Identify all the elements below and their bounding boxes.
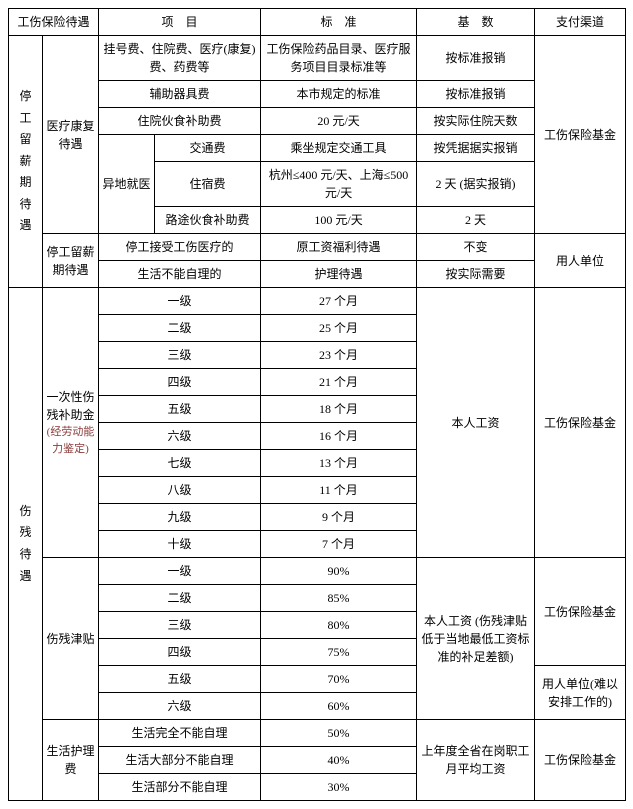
lvl: 一级 (99, 288, 261, 315)
item: 生活不能自理的 (99, 261, 261, 288)
base: 上年度全省在岗职工月平均工资 (417, 720, 535, 801)
val: 40% (261, 747, 417, 774)
lvl: 生活完全不能自理 (99, 720, 261, 747)
group-disability: 伤残待遇 (9, 288, 43, 801)
group-stopwork: 停工留薪期待遇 (9, 36, 43, 288)
item: 辅助器具费 (99, 81, 261, 108)
val: 16 个月 (261, 423, 417, 450)
item: 挂号费、住院费、医疗(康复) 费、药费等 (99, 36, 261, 81)
base: 本人工资 (伤残津贴低于当地最低工资标准的补足差额) (417, 558, 535, 720)
val: 90% (261, 558, 417, 585)
item: 住宿费 (155, 162, 261, 207)
std: 杭州≤400 元/天、上海≤500 元/天 (261, 162, 417, 207)
lvl: 四级 (99, 639, 261, 666)
base: 按实际住院天数 (417, 108, 535, 135)
val: 11 个月 (261, 477, 417, 504)
lvl: 四级 (99, 369, 261, 396)
std: 本市规定的标准 (261, 81, 417, 108)
lvl: 三级 (99, 612, 261, 639)
lvl: 二级 (99, 315, 261, 342)
allowance-label: 伤残津贴 (43, 558, 99, 720)
base: 本人工资 (417, 288, 535, 558)
lvl: 六级 (99, 423, 261, 450)
pay: 用人单位(难以安排工作的) (535, 666, 626, 720)
pay: 工伤保险基金 (535, 288, 626, 558)
stop-label: 停工留薪期待遇 (43, 234, 99, 288)
medical-label: 医疗康复待遇 (43, 36, 99, 234)
disab-label: 一次性伤残补助金 (经劳动能力鉴定) (43, 288, 99, 558)
std: 原工资福利待遇 (261, 234, 417, 261)
lvl: 五级 (99, 666, 261, 693)
val: 85% (261, 585, 417, 612)
hdr-1: 工伤保险待遇 (9, 9, 99, 36)
care-label: 生活护理费 (43, 720, 99, 801)
val: 23 个月 (261, 342, 417, 369)
pay: 工伤保险基金 (535, 36, 626, 234)
val: 27 个月 (261, 288, 417, 315)
item: 停工接受工伤医疗的 (99, 234, 261, 261)
lvl: 六级 (99, 693, 261, 720)
val: 7 个月 (261, 531, 417, 558)
lvl: 二级 (99, 585, 261, 612)
base: 2 天 (417, 207, 535, 234)
std: 100 元/天 (261, 207, 417, 234)
lvl: 三级 (99, 342, 261, 369)
std: 20 元/天 (261, 108, 417, 135)
yidi-label: 异地就医 (99, 135, 155, 234)
val: 30% (261, 774, 417, 801)
val: 21 个月 (261, 369, 417, 396)
item: 路途伙食补助费 (155, 207, 261, 234)
lvl: 一级 (99, 558, 261, 585)
hdr-5: 支付渠道 (535, 9, 626, 36)
val: 9 个月 (261, 504, 417, 531)
pay: 用人单位 (535, 234, 626, 288)
pay: 工伤保险基金 (535, 558, 626, 666)
pay: 工伤保险基金 (535, 720, 626, 801)
base: 2 天 (据实报销) (417, 162, 535, 207)
lvl: 九级 (99, 504, 261, 531)
val: 50% (261, 720, 417, 747)
lvl: 生活大部分不能自理 (99, 747, 261, 774)
val: 80% (261, 612, 417, 639)
lvl: 十级 (99, 531, 261, 558)
val: 25 个月 (261, 315, 417, 342)
base: 不变 (417, 234, 535, 261)
std: 乘坐规定交通工具 (261, 135, 417, 162)
hdr-2: 项 目 (99, 9, 261, 36)
benefits-table: 工伤保险待遇 项 目 标 准 基 数 支付渠道 停工留薪期待遇 医疗康复待遇 挂… (8, 8, 626, 801)
header-row: 工伤保险待遇 项 目 标 准 基 数 支付渠道 (9, 9, 626, 36)
val: 70% (261, 666, 417, 693)
item: 交通费 (155, 135, 261, 162)
lvl: 生活部分不能自理 (99, 774, 261, 801)
hdr-3: 标 准 (261, 9, 417, 36)
val: 13 个月 (261, 450, 417, 477)
item: 住院伙食补助费 (99, 108, 261, 135)
hdr-4: 基 数 (417, 9, 535, 36)
std: 护理待遇 (261, 261, 417, 288)
base: 按标准报销 (417, 36, 535, 81)
val: 60% (261, 693, 417, 720)
lvl: 八级 (99, 477, 261, 504)
val: 18 个月 (261, 396, 417, 423)
val: 75% (261, 639, 417, 666)
std: 工伤保险药品目录、医疗服务项目目录标准等 (261, 36, 417, 81)
lvl: 七级 (99, 450, 261, 477)
lvl: 五级 (99, 396, 261, 423)
base: 按凭据据实报销 (417, 135, 535, 162)
base: 按标准报销 (417, 81, 535, 108)
base: 按实际需要 (417, 261, 535, 288)
